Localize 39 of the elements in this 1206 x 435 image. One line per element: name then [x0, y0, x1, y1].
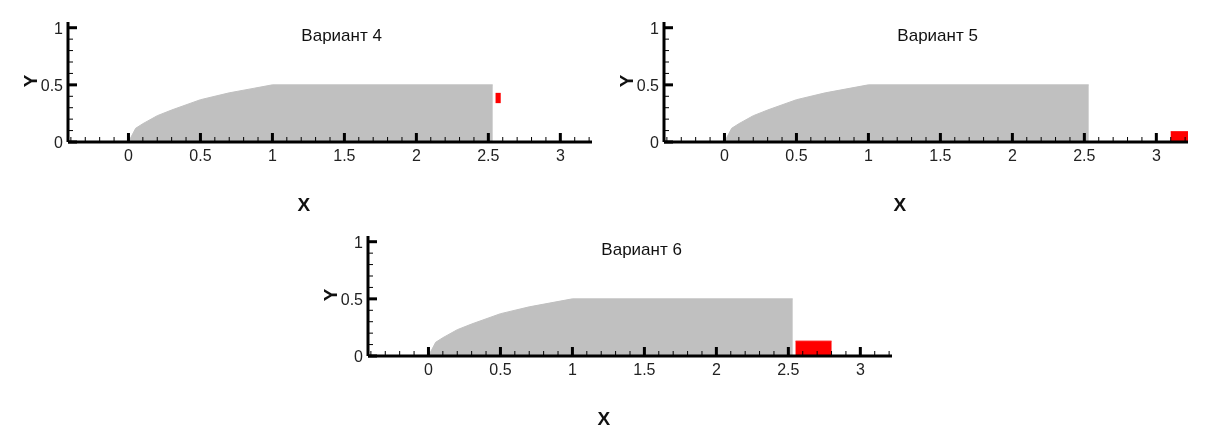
chart-title: Вариант 6 [600, 240, 683, 260]
chart-title: Вариант 4 [300, 26, 383, 46]
y-axis-title: Y [20, 73, 41, 90]
y-tick-label: 0.5 [40, 76, 64, 94]
y-tick-label: 0.5 [340, 290, 364, 308]
x-tick-label: 0.5 [489, 361, 512, 378]
x-tick-label: 0.5 [189, 147, 212, 164]
x-tick-label: 1 [567, 361, 577, 378]
y-tick-label: 0 [54, 134, 64, 151]
y-tick-label: 1 [54, 19, 64, 37]
x-tick-label: 3 [855, 361, 865, 378]
x-tick-label: 0 [424, 361, 434, 378]
y-tick-label: 0 [650, 134, 660, 151]
x-tick-label: 1.5 [929, 147, 952, 164]
x-tick-label: 0 [124, 147, 134, 164]
y-tick-label: 1 [650, 19, 660, 37]
y-axis-title: Y [320, 287, 341, 304]
x-tick-label: 0 [720, 147, 730, 164]
y-tick-label: 1 [354, 233, 364, 251]
y-axis-title: Y [616, 73, 637, 90]
x-tick-label: 0.5 [785, 147, 808, 164]
x-tick-label: 2 [411, 147, 421, 164]
y-tick-label: 0.5 [636, 76, 660, 94]
x-axis-title: X [596, 408, 612, 430]
x-tick-label: 2 [1007, 147, 1017, 164]
x-tick-label: 1.5 [333, 147, 356, 164]
chart-title: Вариант 5 [896, 26, 979, 46]
x-tick-label: 1 [267, 147, 277, 164]
x-axis-title: X [892, 194, 908, 216]
x-tick-label: 3 [1151, 147, 1161, 164]
x-tick-label: 2.5 [477, 147, 500, 164]
x-tick-label: 2.5 [1073, 147, 1096, 164]
x-tick-label: 1 [863, 147, 873, 164]
x-tick-label: 3 [555, 147, 565, 164]
y-tick-label: 0 [354, 348, 364, 365]
x-tick-label: 2.5 [777, 361, 800, 378]
x-tick-label: 2 [711, 361, 721, 378]
x-axis-title: X [296, 194, 312, 216]
x-tick-label: 1.5 [633, 361, 656, 378]
